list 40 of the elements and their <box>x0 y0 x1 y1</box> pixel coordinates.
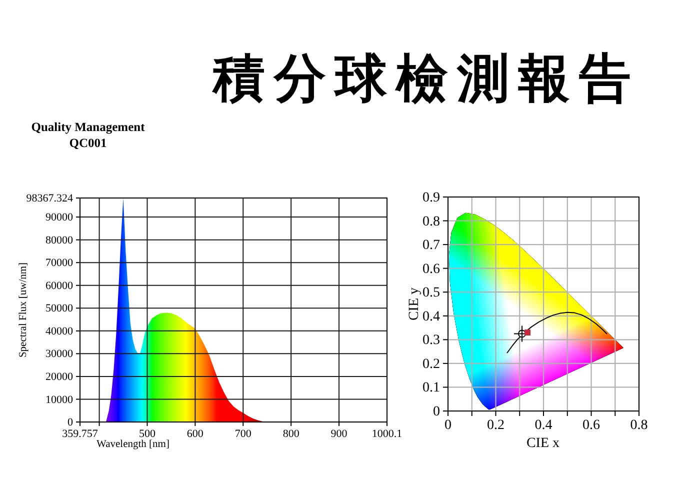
y-tick-label: 0.1 <box>422 380 440 396</box>
y-tick-label: 0.8 <box>422 214 440 230</box>
y-tick-label: 0.4 <box>422 309 440 324</box>
x-tick-label: 0.8 <box>630 418 648 433</box>
y-tick-label: 0.2 <box>422 356 440 372</box>
text: QC001 <box>69 136 107 150</box>
x-axis-title: Wavelength [nm] <box>96 439 170 450</box>
x-tick-label: 700 <box>234 428 252 440</box>
y-tick-label: 90000 <box>46 212 74 224</box>
y-tick-label: 70000 <box>46 257 74 270</box>
y-tick-label: 98367.324 <box>26 192 74 205</box>
x-tick-label: 1000.1 <box>372 428 402 440</box>
x-tick-label: 0.6 <box>582 418 600 433</box>
y-tick-label: 0 <box>433 404 440 420</box>
x-tick-label: 800 <box>282 428 300 440</box>
y-tick-label: 50000 <box>46 302 74 315</box>
x-axis-title: CIE x <box>526 436 560 451</box>
y-axis-title: CIE y <box>407 287 422 321</box>
text: Quality Management <box>31 120 146 134</box>
y-tick-label: 30000 <box>46 348 74 360</box>
x-tick-label: 0.4 <box>534 418 552 433</box>
y-tick-label: 60000 <box>46 280 74 292</box>
y-tick-label: 0.5 <box>422 286 440 301</box>
x-tick-label: 500 <box>138 428 156 440</box>
y-tick-label: 20000 <box>46 370 74 383</box>
y-tick-label: 80000 <box>46 234 74 246</box>
y-axis-title: Spectral Flux [uw/nm] <box>18 262 29 358</box>
x-tick-label: 0.2 <box>487 418 504 433</box>
y-tick-label: 0.6 <box>422 262 440 277</box>
y-tick-label: 40000 <box>46 325 74 338</box>
x-tick-label: 600 <box>186 428 204 440</box>
y-tick-label: 0.3 <box>422 333 440 348</box>
x-tick-label: 359.757 <box>62 428 98 440</box>
line-series <box>506 312 608 354</box>
text: 積分球檢測報告 <box>211 48 640 109</box>
y-tick-label: 0.7 <box>422 238 440 254</box>
y-tick-label: 0.9 <box>422 190 440 206</box>
x-tick-label: 0 <box>444 418 452 433</box>
y-tick-label: 10000 <box>46 394 74 406</box>
x-tick-label: 900 <box>330 428 348 440</box>
